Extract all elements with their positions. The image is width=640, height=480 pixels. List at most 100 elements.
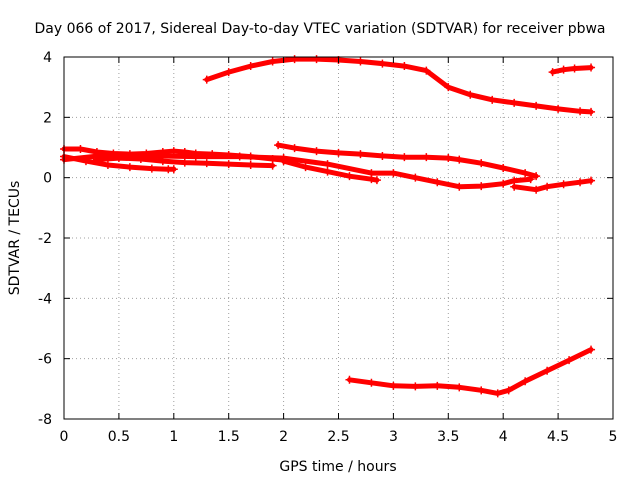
axis-ticks: 0 0.5 1 1.5 2 2.5 3 3.5 4 4.5 5 -8 -6 -4 -2 0 2 4	[38, 50, 617, 445]
data-point	[532, 101, 541, 110]
data-point	[587, 63, 596, 72]
data-point	[543, 182, 552, 191]
data-point	[345, 172, 354, 181]
data-point	[510, 182, 519, 191]
series-1	[202, 55, 596, 116]
data-point	[389, 169, 398, 178]
y-tick-label: -6	[38, 352, 52, 368]
data-point	[433, 178, 442, 187]
data-point	[125, 163, 134, 172]
data-point	[372, 176, 381, 185]
data-point	[510, 98, 519, 107]
series-8	[274, 141, 541, 181]
data-point	[224, 160, 233, 169]
x-tick-label: 4	[499, 429, 508, 445]
data-point	[400, 62, 409, 71]
grid	[64, 57, 613, 419]
data-point	[76, 145, 85, 154]
data-point	[323, 167, 332, 176]
data-point	[576, 178, 585, 187]
x-tick-label: 0.5	[108, 429, 130, 445]
data-point	[411, 173, 420, 182]
data-point	[224, 68, 233, 77]
series-10	[345, 345, 596, 398]
data-point	[559, 65, 568, 74]
data-point	[499, 164, 508, 173]
data-point	[532, 185, 541, 194]
chart-title: Day 066 of 2017, Sidereal Day-to-day VTE…	[34, 21, 605, 37]
data-point	[576, 107, 585, 116]
data-point	[378, 151, 387, 160]
series-trace	[347, 347, 594, 396]
data-point	[147, 164, 156, 173]
data-point	[246, 62, 255, 71]
x-tick-label: 3	[389, 429, 398, 445]
data-point	[323, 160, 332, 169]
data-point	[521, 169, 530, 178]
series-6	[60, 151, 535, 191]
data-point	[488, 95, 497, 104]
x-tick-label: 1.5	[218, 429, 240, 445]
data-point	[411, 382, 420, 391]
data-point	[548, 68, 557, 77]
data-point	[301, 163, 310, 172]
data-point	[290, 144, 299, 153]
data-point	[378, 59, 387, 68]
data-point	[554, 104, 563, 113]
data-point	[274, 141, 283, 150]
data-point	[367, 378, 376, 387]
series-7	[279, 157, 381, 185]
data-point	[587, 345, 596, 354]
y-tick-label: 0	[43, 171, 52, 187]
y-tick-label: 2	[43, 110, 52, 126]
data-point	[268, 57, 277, 66]
data-point	[202, 75, 211, 84]
data-point	[477, 159, 486, 168]
data-point	[504, 386, 513, 395]
data-point	[433, 381, 442, 390]
data-point	[587, 176, 596, 185]
data-point	[444, 154, 453, 163]
data-point	[477, 386, 486, 395]
data-point	[499, 179, 508, 188]
y-tick-label: 4	[43, 50, 52, 66]
data-point	[400, 153, 409, 162]
series-9	[510, 176, 596, 194]
data-point	[356, 150, 365, 159]
y-tick-label: -2	[38, 231, 52, 247]
data-point	[290, 55, 299, 64]
x-tick-label: 0	[60, 429, 69, 445]
series-trace	[204, 56, 594, 115]
y-tick-label: -4	[38, 291, 52, 307]
series-trace	[550, 65, 594, 75]
series-2	[548, 63, 596, 77]
data-point	[532, 172, 541, 181]
data-point	[422, 153, 431, 162]
data-point	[367, 175, 376, 184]
data-point	[493, 389, 502, 398]
data-point	[103, 151, 112, 160]
data-point	[559, 180, 568, 189]
data-point	[202, 159, 211, 168]
y-tick-label: -8	[38, 412, 52, 428]
data-point	[169, 165, 178, 174]
x-tick-label: 3.5	[437, 429, 459, 445]
data-point	[570, 64, 579, 73]
x-tick-label: 2	[279, 429, 288, 445]
data-point	[587, 107, 596, 116]
data-point	[312, 147, 321, 156]
data-point	[521, 377, 530, 386]
data-point	[543, 366, 552, 375]
y-axis-label: SDTVAR / TECUs	[7, 181, 23, 296]
data-point	[466, 90, 475, 99]
data-point	[565, 356, 574, 365]
x-axis-label: GPS time / hours	[279, 459, 396, 475]
data-point	[147, 151, 156, 160]
data-point	[389, 381, 398, 390]
data-point	[334, 148, 343, 157]
series-trace	[61, 152, 534, 190]
series-5	[92, 154, 277, 170]
data-point	[345, 375, 354, 384]
data-point	[279, 157, 288, 166]
